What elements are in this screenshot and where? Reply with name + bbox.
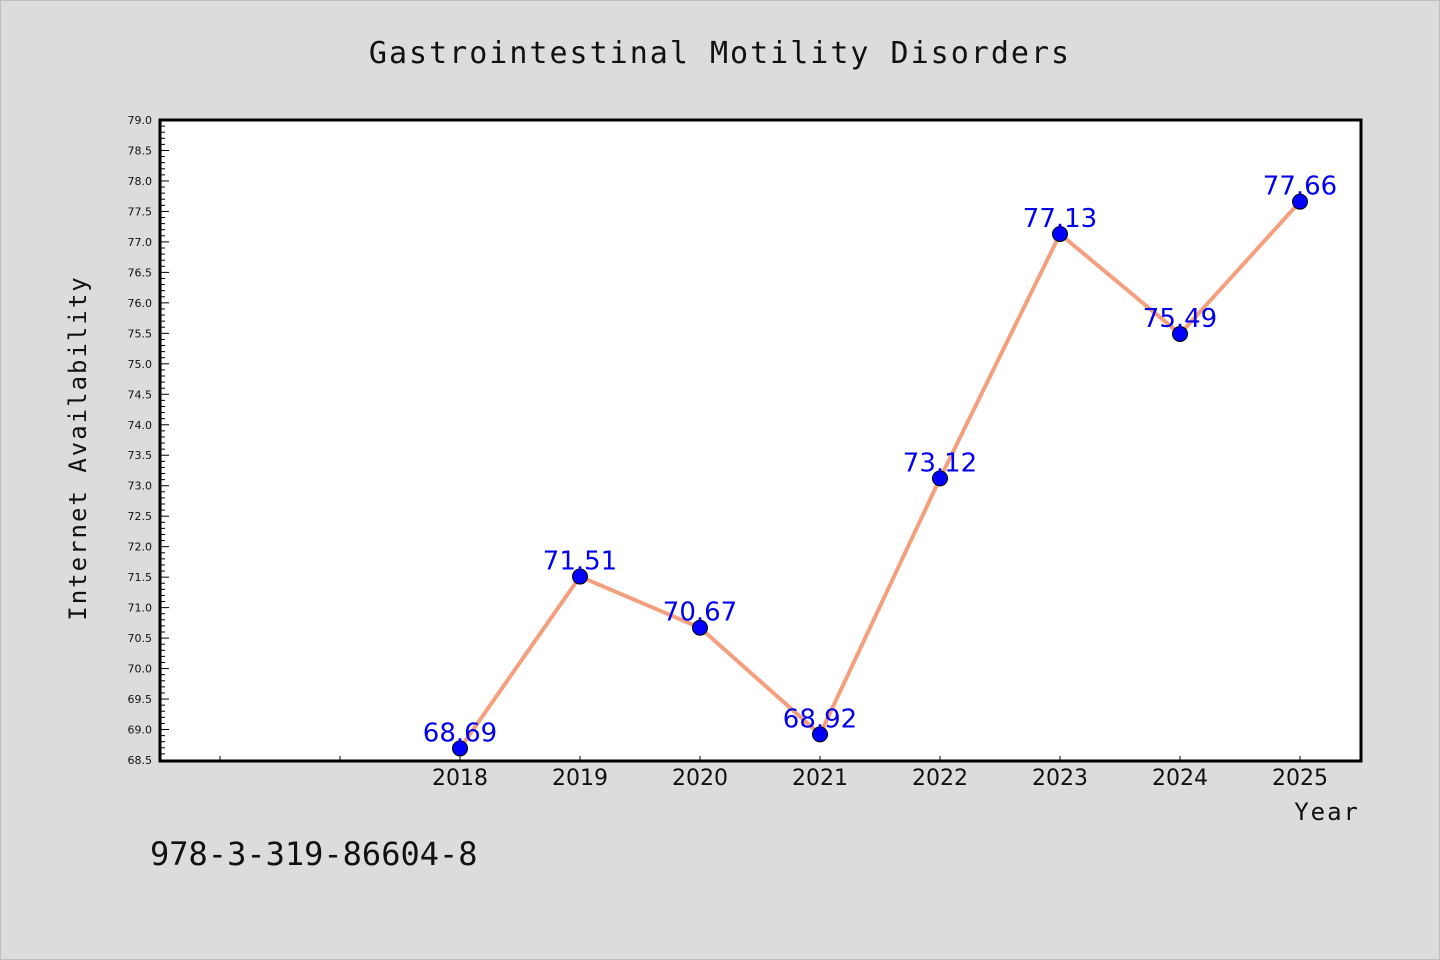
y-tick-label: 75.0 [128, 358, 153, 371]
y-tick-label: 75.5 [128, 327, 153, 340]
data-point [932, 470, 948, 487]
data-label: 70.67 [663, 598, 737, 628]
data-label: 73.12 [903, 448, 977, 478]
x-tick-label: 2019 [552, 766, 608, 791]
data-label: 77.13 [1023, 204, 1097, 234]
y-tick-label: 71.0 [128, 602, 153, 615]
data-point [452, 740, 468, 757]
y-tick-label: 69.0 [128, 724, 153, 737]
y-tick-label: 70.5 [128, 632, 153, 645]
plot-area [158, 118, 1363, 763]
y-tick-label: 74.0 [128, 419, 153, 432]
y-tick-label: 73.5 [128, 449, 153, 462]
y-tick-label: 78.0 [128, 175, 153, 188]
y-tick-label: 76.0 [128, 297, 153, 310]
data-point [1172, 325, 1188, 342]
y-tick-label: 72.5 [128, 510, 153, 523]
y-tick-label: 76.5 [128, 266, 153, 279]
y-tick-label: 77.0 [128, 236, 153, 249]
chart-title: Gastrointestinal Motility Disorders [369, 36, 1071, 71]
data-point [812, 726, 828, 743]
x-tick-label: 2018 [432, 766, 488, 791]
x-tick-label: 2023 [1032, 766, 1088, 791]
x-tick-label: 2020 [672, 766, 728, 791]
data-point [692, 619, 708, 636]
y-tick-label: 70.0 [128, 663, 153, 676]
data-label: 75.49 [1143, 304, 1217, 334]
y-tick-label: 71.5 [128, 571, 153, 584]
data-point [1052, 225, 1068, 242]
y-tick-label: 78.5 [128, 144, 153, 157]
data-point [572, 568, 588, 585]
y-tick-label: 77.5 [128, 205, 153, 218]
x-axis-ticks: 2018 2019 2020 2021 2022 2023 2024 2025 [219, 756, 1328, 791]
x-tick-label: 2025 [1272, 766, 1328, 791]
series-layer: 68.69 71.51 70.67 68.92 73.12 77.13 75.49 77.66 [423, 172, 1337, 757]
data-label: 68.92 [783, 704, 857, 734]
x-axis-label: Year [1294, 798, 1360, 826]
y-tick-label: 73.0 [128, 480, 153, 493]
x-tick-label: 2024 [1152, 766, 1208, 791]
x-tick-label: 2022 [912, 766, 968, 791]
data-label: 71.51 [543, 547, 617, 577]
footer-id-text: 978-3-319-86604-8 [150, 835, 478, 873]
y-tick-label: 72.0 [128, 541, 153, 554]
data-label: 68.69 [423, 718, 497, 748]
y-axis-ticks: 68.5 69.0 69.5 70.0 70.5 71.0 71.5 72.0 72.5 73.0… [128, 114, 169, 767]
series-line [458, 200, 1302, 750]
y-tick-label: 69.5 [128, 693, 153, 706]
data-label: 77.66 [1263, 172, 1337, 202]
y-tick-label: 79.0 [128, 114, 153, 127]
y-tick-label: 68.5 [128, 754, 153, 767]
data-point [1292, 193, 1308, 210]
y-axis-label: Internet Availability [64, 275, 92, 620]
x-tick-label: 2021 [792, 766, 848, 791]
y-tick-label: 74.5 [128, 388, 153, 401]
